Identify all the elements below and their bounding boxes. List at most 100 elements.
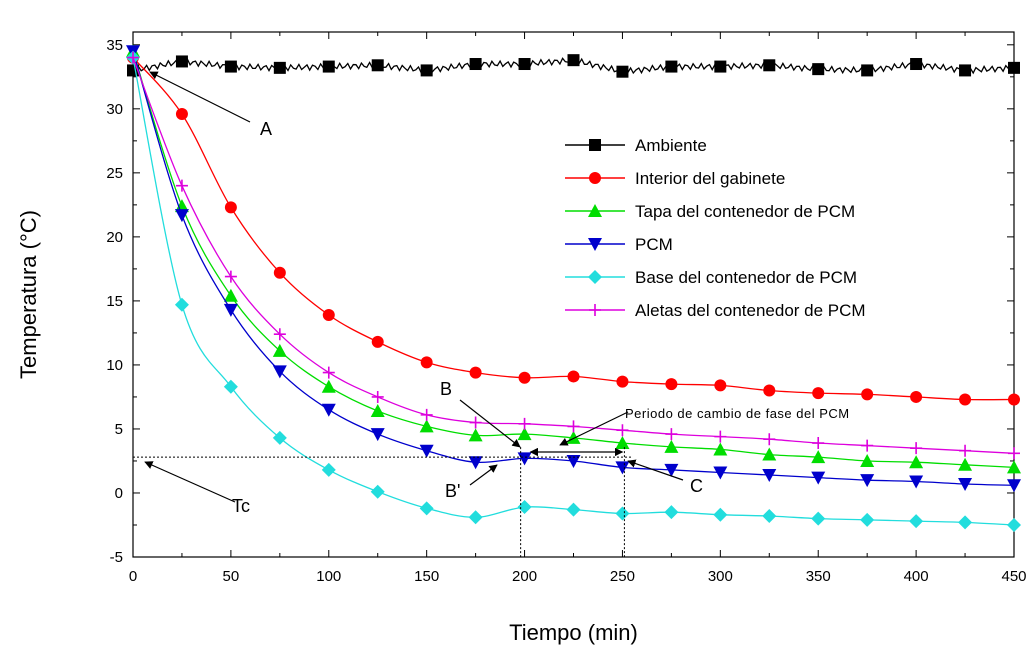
data-point [664, 505, 679, 520]
data-point [811, 450, 826, 464]
arrow-c [627, 459, 684, 481]
legend-label: Tapa del contenedor de PCM [635, 202, 855, 221]
data-point [664, 463, 679, 477]
x-tick-label: 50 [223, 568, 240, 585]
x-tick-label: 400 [904, 568, 929, 585]
data-point [566, 502, 581, 517]
data-point [371, 335, 384, 348]
data-point [273, 328, 286, 341]
data-point [860, 474, 875, 488]
data-point [861, 64, 874, 77]
data-point [322, 308, 335, 321]
y-tick-label: 25 [106, 165, 123, 182]
data-point [1007, 479, 1021, 493]
data-point [175, 55, 188, 68]
series-line [132, 57, 1015, 401]
legend-marker [588, 270, 602, 284]
data-point [420, 64, 433, 77]
series-3 [126, 45, 1021, 493]
data-point [518, 58, 531, 71]
legend-marker [588, 204, 602, 217]
x-tick-label: 450 [1001, 568, 1026, 585]
y-tick-label: 15 [106, 293, 123, 310]
legend: Ambiente Interior del gabinete Tapa del co… [565, 136, 866, 320]
legend-marker [589, 304, 601, 316]
data-point [370, 428, 385, 442]
data-point [371, 59, 384, 72]
series-1 [127, 51, 1020, 406]
data-point [616, 375, 629, 388]
data-point [419, 501, 434, 516]
data-point [370, 404, 385, 418]
data-point [224, 270, 237, 283]
data-point [665, 428, 678, 441]
data-point [224, 60, 237, 73]
data-point [420, 408, 433, 421]
annotation-b: B [440, 379, 452, 399]
data-point [812, 437, 825, 450]
legend-label: Aletas del contenedor de PCM [635, 301, 866, 320]
data-point [959, 444, 972, 457]
y-tick-label: 10 [106, 357, 123, 374]
data-point [566, 454, 581, 468]
legend-label: PCM [635, 235, 673, 254]
data-point [1008, 447, 1020, 460]
data-point [175, 107, 188, 120]
data-point [959, 64, 972, 77]
x-tick-label: 0 [129, 568, 137, 585]
data-point [1007, 517, 1021, 532]
data-point [567, 370, 580, 383]
data-point [322, 366, 335, 379]
legend-label: Ambiente [635, 136, 707, 155]
arrow-b [459, 399, 521, 448]
data-point [273, 266, 286, 279]
data-point [517, 500, 532, 515]
annotation-c: C [690, 476, 703, 496]
axes: 0 50 100 150 200 250 300 350 400 450 -5 0 5 10 15 20 25 3… [106, 31, 1027, 585]
data-point [174, 199, 189, 213]
data-point [958, 478, 973, 492]
annotation-phase: Periodo de cambio de fase del PCM [625, 406, 850, 421]
data-point [419, 444, 434, 458]
data-point [1008, 393, 1020, 406]
data-point [567, 420, 580, 433]
data-point [273, 61, 286, 74]
series-line [132, 51, 1015, 469]
data-point [861, 388, 874, 401]
series-4 [126, 50, 1021, 532]
data-point [909, 455, 924, 469]
data-point [420, 356, 433, 369]
data-point [958, 515, 973, 530]
data-point [664, 439, 679, 453]
data-point [860, 512, 875, 527]
data-point [468, 428, 483, 442]
data-point [517, 427, 532, 441]
data-point [469, 416, 482, 429]
y-tick-label: 30 [106, 101, 123, 118]
data-point [910, 58, 923, 71]
data-point [714, 379, 727, 392]
data-point [468, 456, 483, 470]
data-point [321, 379, 336, 393]
x-tick-label: 300 [708, 568, 733, 585]
data-point [811, 471, 826, 485]
data-point [812, 387, 825, 400]
x-tick-label: 200 [512, 568, 537, 585]
arrow-tc [144, 461, 236, 503]
data-point [763, 433, 776, 446]
data-point [615, 461, 630, 475]
y-tick-label: 0 [115, 485, 123, 502]
data-point [713, 442, 728, 456]
data-point [223, 303, 238, 317]
data-point [762, 509, 777, 524]
data-point [175, 179, 188, 192]
data-point [909, 514, 924, 529]
legend-label: Interior del gabinete [635, 169, 785, 188]
data-point [861, 439, 874, 452]
data-point [272, 430, 287, 445]
data-point [469, 58, 482, 71]
series-2 [126, 44, 1021, 474]
arrow-a [149, 71, 251, 123]
x-axis-title: Tiempo (min) [509, 620, 638, 645]
